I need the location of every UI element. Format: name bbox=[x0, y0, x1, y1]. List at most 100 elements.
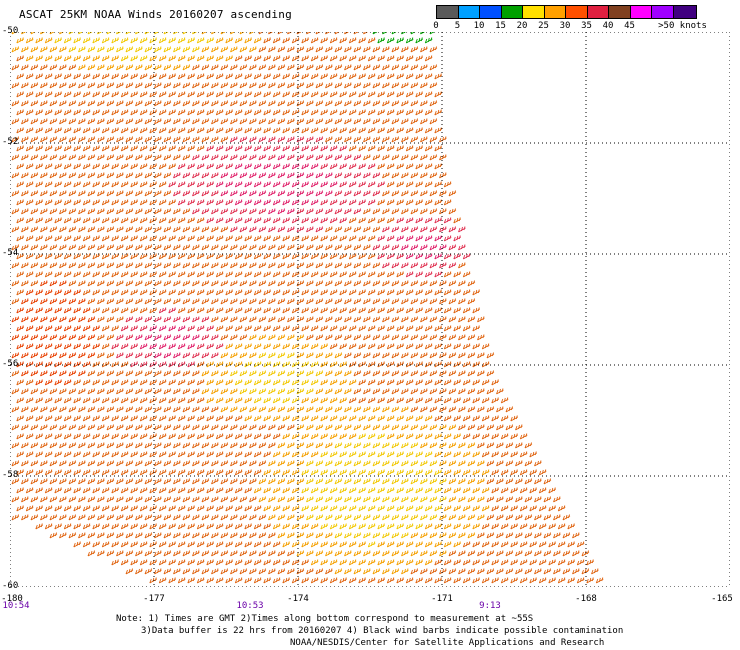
wind-barb bbox=[344, 514, 352, 521]
wind-barb bbox=[458, 442, 466, 449]
wind-barb bbox=[315, 406, 324, 413]
wind-barb bbox=[97, 514, 105, 521]
wind-barb bbox=[35, 469, 44, 476]
wind-barb bbox=[287, 262, 295, 269]
wind-barb bbox=[54, 199, 63, 206]
wind-barb bbox=[443, 325, 452, 332]
wind-barb bbox=[54, 235, 63, 242]
wind-barb bbox=[135, 262, 143, 269]
wind-barb bbox=[196, 271, 205, 278]
wind-barb bbox=[301, 199, 310, 206]
wind-barb bbox=[11, 82, 20, 89]
wind-barb bbox=[439, 334, 447, 341]
wind-barb bbox=[291, 181, 300, 188]
wind-barb bbox=[382, 532, 390, 539]
wind-barb bbox=[206, 397, 215, 404]
wind-barb bbox=[377, 343, 386, 350]
wind-barb bbox=[44, 325, 53, 332]
wind-barb bbox=[73, 109, 82, 116]
wind-barb bbox=[49, 32, 56, 35]
wind-barb bbox=[462, 523, 471, 530]
wind-barb bbox=[225, 109, 234, 116]
wind-barb bbox=[173, 460, 181, 467]
wind-barb bbox=[220, 442, 229, 449]
wind-barb bbox=[111, 127, 120, 134]
wind-barb bbox=[220, 46, 229, 53]
wind-barb bbox=[391, 172, 400, 179]
wind-barb bbox=[111, 415, 120, 422]
wind-barb bbox=[363, 334, 371, 341]
wind-barb bbox=[282, 415, 291, 422]
wind-barb bbox=[44, 109, 53, 116]
wind-barb bbox=[429, 442, 438, 449]
wind-barb bbox=[225, 271, 234, 278]
wind-barb bbox=[396, 379, 405, 386]
wind-barb bbox=[405, 451, 414, 458]
wind-barb bbox=[253, 325, 262, 332]
wind-barb bbox=[310, 145, 319, 152]
wind-barb bbox=[253, 145, 262, 152]
wind-barb bbox=[192, 370, 200, 377]
wind-barb bbox=[249, 424, 257, 431]
wind-barb bbox=[396, 469, 405, 476]
wind-barb bbox=[173, 64, 181, 71]
wind-barb bbox=[448, 352, 457, 359]
wind-barb bbox=[239, 370, 248, 377]
wind-barb bbox=[277, 370, 286, 377]
wind-barb bbox=[491, 559, 500, 566]
wind-barb bbox=[249, 64, 257, 71]
wind-barb bbox=[415, 523, 424, 530]
wind-barb bbox=[377, 487, 386, 494]
wind-barb bbox=[325, 460, 333, 467]
wind-barb bbox=[196, 163, 205, 170]
wind-barb bbox=[443, 577, 452, 584]
wind-barb bbox=[410, 154, 419, 161]
wind-barb bbox=[35, 505, 44, 512]
wind-barb bbox=[92, 55, 101, 62]
wind-barb bbox=[458, 514, 466, 521]
wind-barb bbox=[111, 433, 120, 440]
wind-barb bbox=[68, 118, 77, 125]
wind-barb bbox=[291, 559, 300, 566]
wind-barb bbox=[405, 541, 414, 548]
wind-barb bbox=[353, 172, 362, 179]
wind-barb bbox=[510, 487, 519, 494]
wind-barb bbox=[201, 262, 210, 269]
wind-barb bbox=[348, 523, 357, 530]
wind-barb bbox=[372, 226, 381, 233]
wind-barb bbox=[106, 388, 115, 395]
wind-barb bbox=[111, 397, 120, 404]
wind-barb bbox=[201, 244, 210, 251]
wind-barb bbox=[177, 235, 186, 242]
latitude-tick-label: -58 bbox=[2, 470, 19, 480]
wind-barb bbox=[220, 352, 229, 359]
wind-barb bbox=[420, 496, 428, 503]
wind-barb bbox=[538, 541, 547, 548]
wind-barb bbox=[234, 253, 243, 260]
wind-barb bbox=[272, 217, 281, 224]
wind-barb bbox=[277, 316, 286, 323]
wind-barb bbox=[158, 343, 167, 350]
wind-barb bbox=[481, 361, 490, 368]
wind-barb bbox=[168, 361, 177, 368]
wind-barb bbox=[334, 280, 343, 287]
wind-barb bbox=[396, 271, 405, 278]
wind-barb bbox=[472, 289, 481, 296]
wind-barb bbox=[420, 406, 428, 413]
wind-barb bbox=[154, 172, 162, 179]
wind-barb bbox=[258, 478, 267, 485]
wind-barb bbox=[386, 343, 395, 350]
wind-barb bbox=[301, 325, 310, 332]
wind-barb bbox=[382, 190, 390, 197]
wind-barb bbox=[111, 271, 120, 278]
wind-barb bbox=[40, 154, 48, 161]
wind-barb bbox=[234, 469, 243, 476]
wind-barb bbox=[73, 469, 82, 476]
wind-barb bbox=[258, 298, 267, 305]
wind-barb bbox=[244, 487, 253, 494]
wind-barb bbox=[101, 181, 110, 188]
wind-barb bbox=[163, 442, 172, 449]
wind-barb bbox=[59, 352, 67, 359]
wind-barb bbox=[386, 433, 395, 440]
wind-barb bbox=[377, 199, 386, 206]
